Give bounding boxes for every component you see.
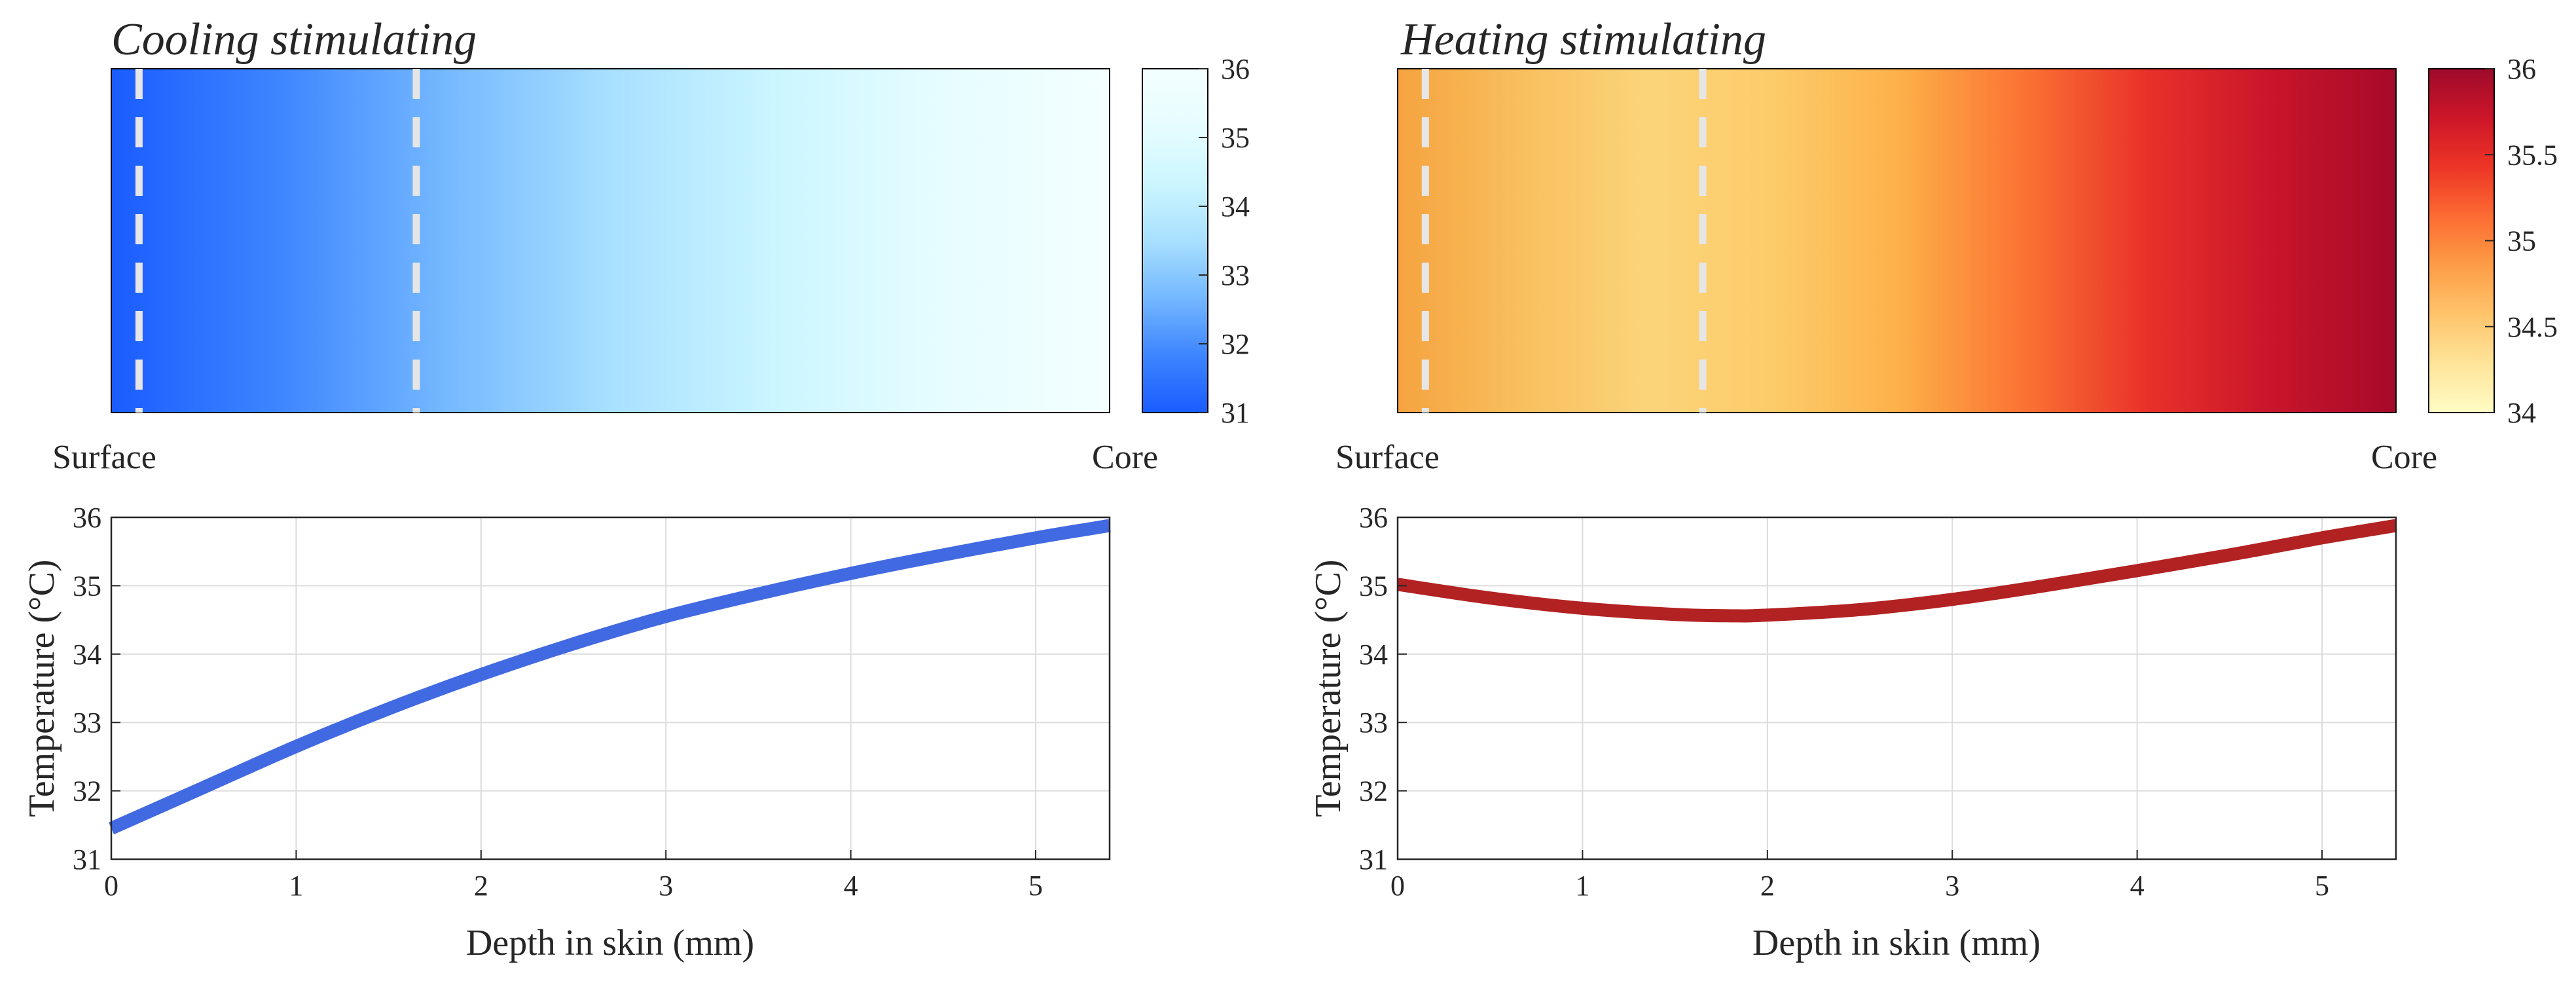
cooling-colorbar-tick-label: 31 bbox=[1221, 397, 1250, 429]
cooling-y-tick-label: 35 bbox=[73, 570, 101, 602]
heating-y-tick-label: 35 bbox=[1359, 570, 1388, 602]
heating-plot-area bbox=[1398, 517, 2396, 859]
cooling-colorbar-tick-label: 34 bbox=[1221, 191, 1250, 223]
cooling-colorbar-tick-label: 33 bbox=[1221, 259, 1250, 291]
heating-colorbar-ticks: 34 34.5 35 35.5 36 bbox=[2485, 53, 2558, 429]
heating-colorbar-tick-label: 35 bbox=[2507, 225, 2536, 257]
cooling-y-tick-label: 34 bbox=[73, 639, 101, 671]
heating-x-axis-label: Depth in skin (mm) bbox=[1752, 923, 2041, 963]
heating-plot-frame bbox=[1396, 516, 2397, 861]
cooling-plot-area bbox=[111, 517, 1110, 859]
heating-core-label: Core bbox=[2371, 439, 2437, 476]
heating-title: Heating stimulating bbox=[1400, 14, 1766, 65]
cooling-surface-label: Surface bbox=[52, 439, 156, 476]
heating-y-tick-label: 34 bbox=[1359, 639, 1388, 671]
cooling-colorbar-tick-label: 35 bbox=[1221, 122, 1250, 154]
cooling-title: Cooling stimulating bbox=[111, 14, 477, 65]
cooling-panel: Cooling stimulating Surface Core 3132333… bbox=[22, 14, 1250, 963]
cooling-depth-markers bbox=[135, 69, 420, 413]
heating-x-tick-label: 0 bbox=[1390, 870, 1405, 902]
heating-y-tick-label: 32 bbox=[1359, 775, 1388, 807]
heating-y-tick-label: 31 bbox=[1359, 843, 1388, 876]
heating-colorbar bbox=[2428, 68, 2495, 413]
heating-x-tick-label: 4 bbox=[2130, 870, 2145, 902]
cooling-x-tick-label: 1 bbox=[289, 870, 303, 902]
heating-depth-markers bbox=[1421, 69, 1707, 413]
heating-panel: Heating stimulating Surface Core 3434.53… bbox=[1308, 14, 2558, 963]
cooling-x-tick-label: 5 bbox=[1028, 870, 1043, 902]
heating-colorbar-tick-label: 34 bbox=[2507, 397, 2536, 429]
cooling-colorbar-tick-label: 32 bbox=[1221, 328, 1250, 360]
heating-x-tick-label: 2 bbox=[1760, 870, 1775, 902]
heating-colorbar-tick-label: 34.5 bbox=[2507, 311, 2558, 343]
heating-x-tick-label: 1 bbox=[1575, 870, 1589, 902]
heating-colorbar-tick-label: 35.5 bbox=[2507, 139, 2558, 171]
heating-x-tick-label: 5 bbox=[2315, 870, 2329, 902]
cooling-y-axis-label: Temperature (°C) bbox=[22, 559, 62, 817]
cooling-colorbar bbox=[1142, 68, 1208, 413]
heating-heatmap bbox=[1397, 68, 2397, 413]
cooling-y-tick-label: 33 bbox=[73, 707, 101, 739]
cooling-core-label: Core bbox=[1092, 439, 1158, 476]
cooling-x-tick-label: 4 bbox=[844, 870, 858, 902]
cooling-x-tick-label: 0 bbox=[104, 870, 118, 902]
cooling-x-axis-label: Depth in skin (mm) bbox=[466, 923, 754, 963]
cooling-x-tick-label: 3 bbox=[659, 870, 673, 902]
cooling-temperature-line bbox=[108, 519, 1111, 835]
heating-x-tick-label: 3 bbox=[1945, 870, 1959, 902]
heating-surface-label: Surface bbox=[1335, 439, 1440, 476]
cooling-x-tick-label: 2 bbox=[474, 870, 488, 902]
heating-y-tick-label: 36 bbox=[1359, 502, 1388, 534]
cooling-y-tick-label: 36 bbox=[73, 502, 101, 534]
heating-temperature-line bbox=[1396, 519, 2397, 623]
heating-colorbar-tick-label: 36 bbox=[2507, 53, 2536, 85]
heating-y-tick-label: 33 bbox=[1359, 707, 1388, 739]
cooling-colorbar-tick-label: 36 bbox=[1221, 53, 1250, 85]
cooling-y-tick-label: 31 bbox=[73, 843, 101, 876]
cooling-colorbar-ticks: 31 32 33 34 35 36 bbox=[1199, 53, 1250, 429]
cooling-y-tick-label: 32 bbox=[73, 775, 101, 807]
heating-y-axis-label: Temperature (°C) bbox=[1308, 559, 1349, 817]
cooling-heatmap bbox=[111, 68, 1110, 413]
cooling-plot-frame bbox=[110, 516, 1111, 861]
